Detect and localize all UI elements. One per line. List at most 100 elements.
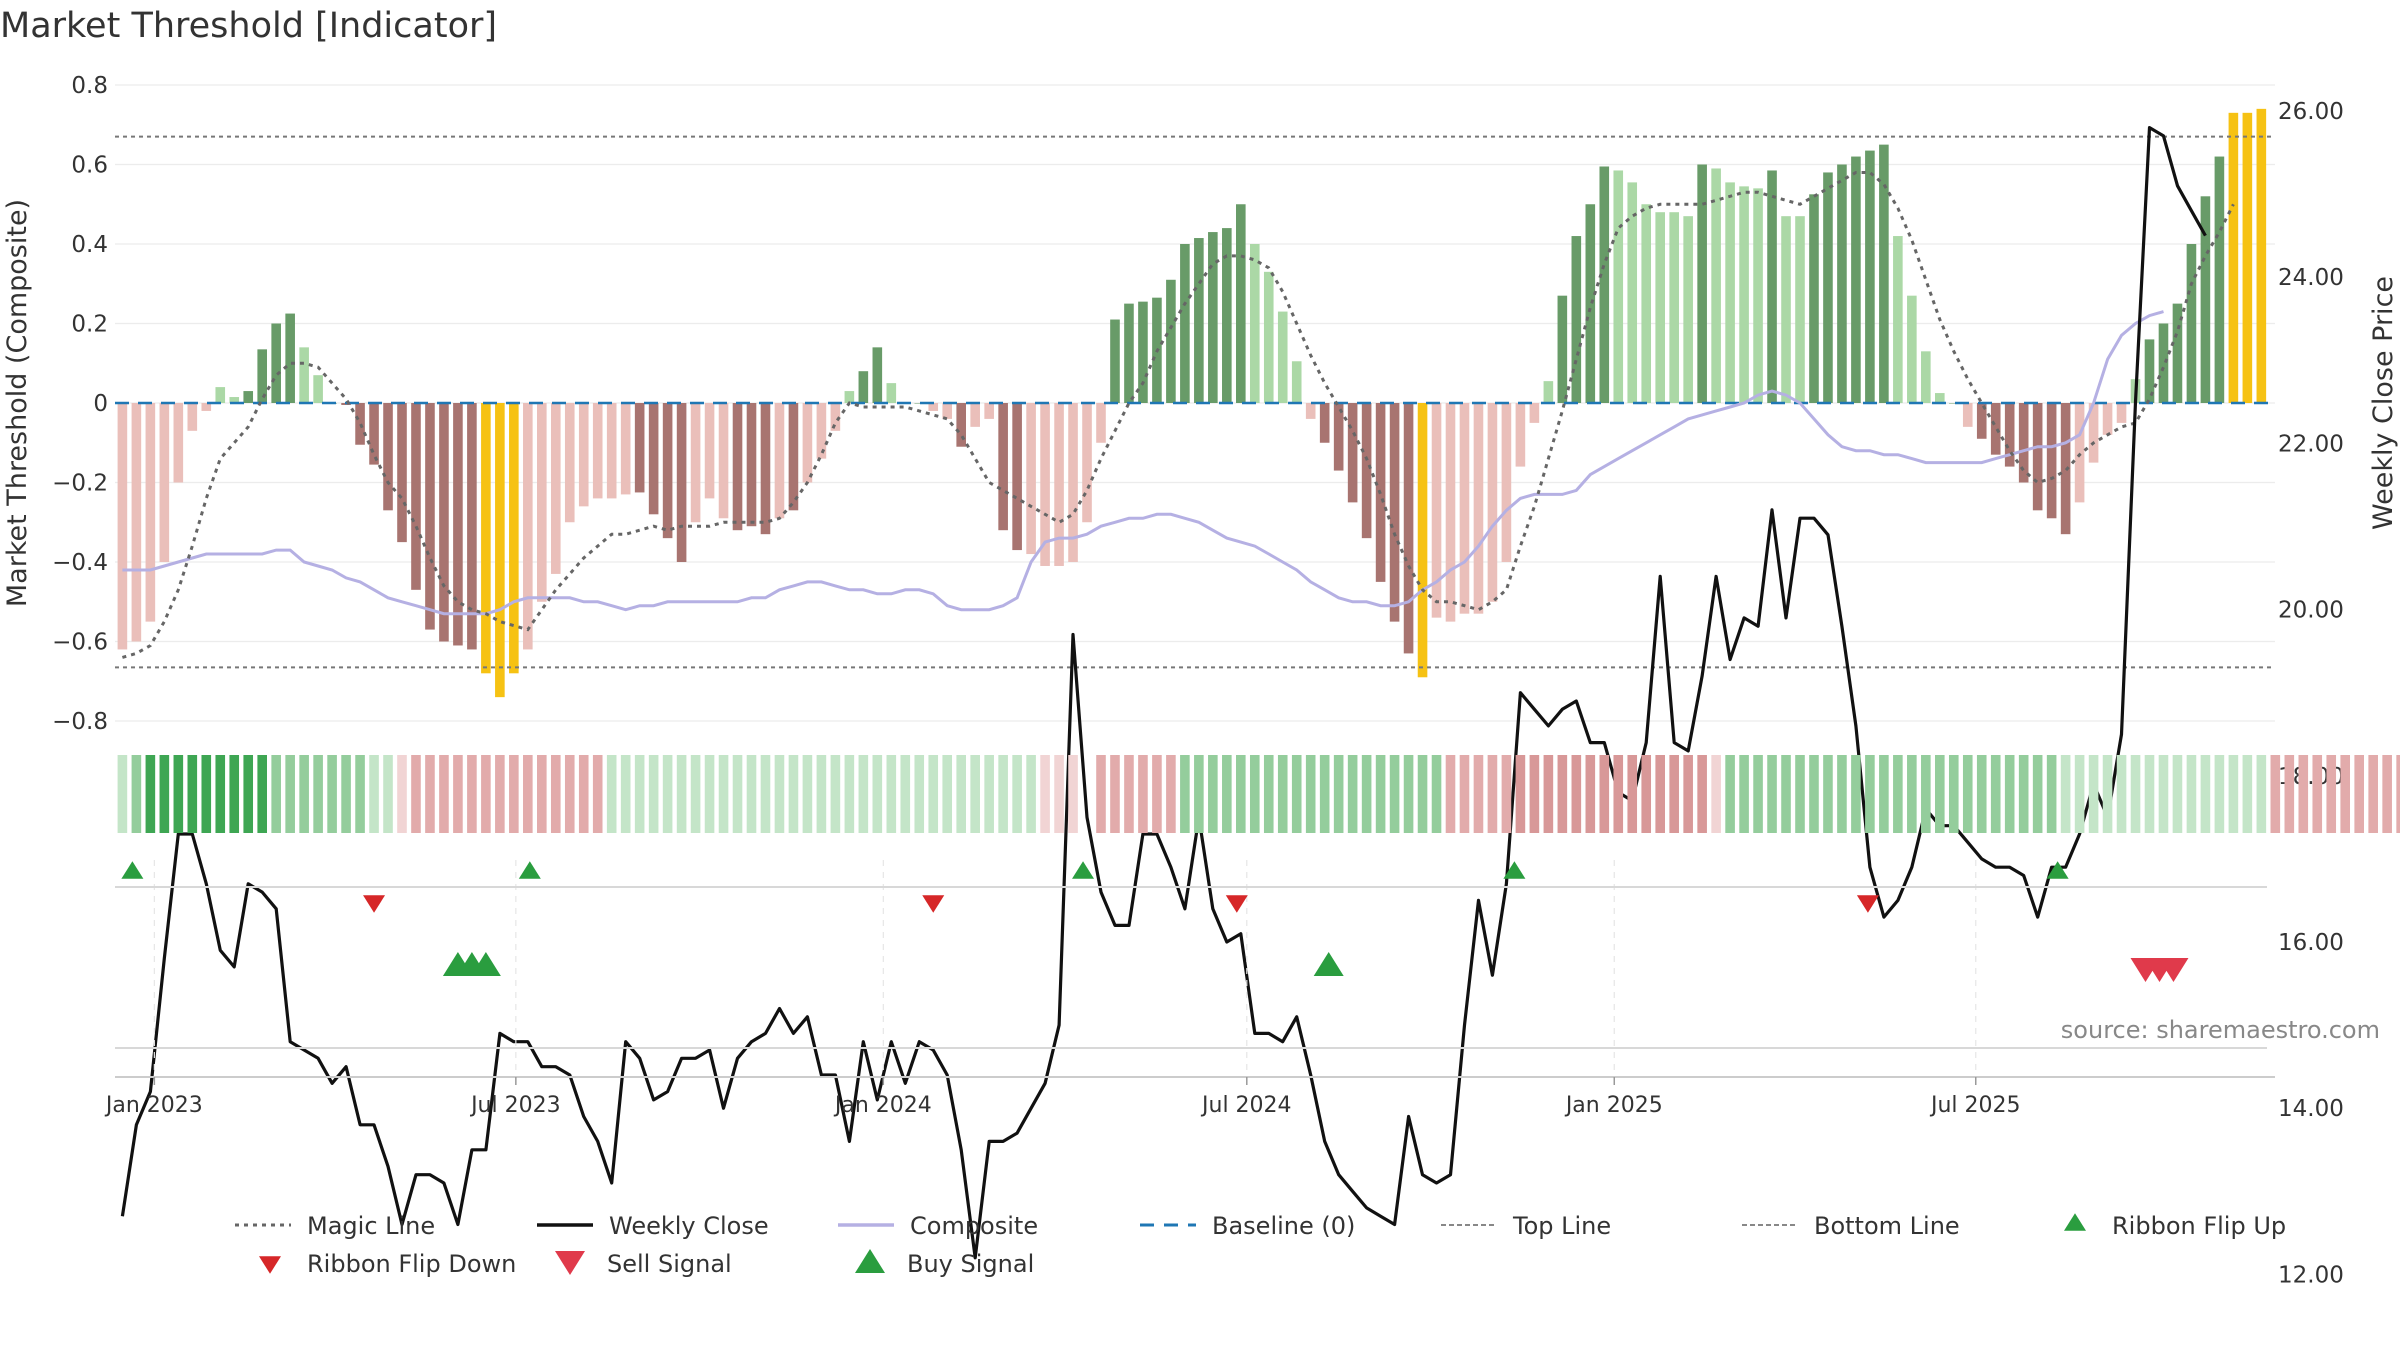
- legend-label: Baseline (0): [1212, 1212, 1355, 1240]
- ribbon-cell: [1375, 755, 1386, 833]
- bar: [718, 403, 729, 519]
- ribbon-cell: [1683, 755, 1693, 833]
- ribbon-cell: [495, 755, 505, 833]
- bar: [774, 403, 785, 519]
- ribbon-cell: [1529, 755, 1540, 833]
- ribbon-flip-down-marker: [1225, 895, 1248, 913]
- ribbon-cell: [201, 755, 212, 833]
- bar: [690, 403, 701, 523]
- bar: [1990, 403, 2001, 455]
- bar: [2158, 323, 2169, 403]
- ribbon-cell: [634, 755, 645, 833]
- legend-label: Ribbon Flip Up: [2112, 1212, 2286, 1240]
- bar: [2116, 403, 2127, 423]
- bar: [523, 403, 533, 650]
- bar: [1571, 236, 1582, 403]
- y-tick-label: −0.2: [52, 471, 108, 497]
- ribbon-cell: [1962, 755, 1973, 833]
- ribbon-cell: [1054, 755, 1064, 833]
- bar: [243, 391, 254, 403]
- bar: [271, 323, 281, 403]
- ribbon-cell: [1026, 755, 1036, 833]
- ribbon-cell: [1473, 755, 1484, 833]
- bar: [1473, 403, 1484, 614]
- legend-label: Weekly Close: [609, 1212, 769, 1240]
- ribbon-cell: [872, 755, 883, 833]
- ribbon-flip-up-marker: [518, 861, 541, 879]
- bar: [201, 403, 212, 411]
- bar: [299, 347, 309, 403]
- bar: [788, 403, 799, 511]
- ribbon-cell: [830, 755, 841, 833]
- ribbon-flip-up-marker: [121, 861, 144, 879]
- ribbon-cell: [285, 755, 295, 833]
- ribbon-cell: [816, 755, 827, 833]
- ribbon-cell: [257, 755, 267, 833]
- bar: [2032, 403, 2043, 511]
- legend-item: Bottom Line: [1742, 1212, 1960, 1240]
- bar: [2046, 403, 2057, 519]
- ribbon-cell: [1655, 755, 1665, 833]
- ribbon-cell: [606, 755, 617, 833]
- y2-tick-label: 24.00: [2278, 265, 2344, 291]
- bar: [257, 349, 267, 403]
- x-tick-label: Jan 2023: [104, 1093, 203, 1118]
- legend-item: Weekly Close: [537, 1212, 769, 1240]
- bar: [1054, 403, 1064, 566]
- bar: [467, 403, 477, 650]
- ribbon-cell: [550, 755, 561, 833]
- bar: [592, 403, 603, 499]
- bar: [844, 391, 855, 403]
- ribbon-cell: [1194, 755, 1204, 833]
- ribbon-cell: [1781, 755, 1791, 833]
- ribbon-cell: [1879, 755, 1889, 833]
- legend-label: Magic Line: [307, 1212, 435, 1240]
- bar: [1166, 279, 1176, 403]
- ribbon-cell: [1166, 755, 1176, 833]
- y2-tick-label: 22.00: [2278, 431, 2344, 457]
- bar: [1739, 186, 1749, 403]
- composite-line: [122, 310, 2164, 616]
- x-tick-label: Jul 2024: [1200, 1093, 1292, 1118]
- bar: [1879, 144, 1889, 403]
- ribbon-cell: [1263, 755, 1274, 833]
- ribbon-cell: [523, 755, 533, 833]
- x-axis: Jan 2023 Jul 2023 Jan 2024 Jul 2024 Jan 2025…: [104, 1077, 2021, 1118]
- legend-label: Sell Signal: [607, 1250, 732, 1278]
- bar: [830, 403, 841, 431]
- magic-line: [121, 171, 2235, 659]
- bar: [1711, 168, 1721, 403]
- ribbon-cell: [425, 755, 435, 833]
- ribbon-cell: [1068, 755, 1078, 833]
- legend-label: Bottom Line: [1814, 1212, 1960, 1240]
- bar: [872, 347, 883, 403]
- legend-label: Ribbon Flip Down: [307, 1250, 516, 1278]
- ribbon-cell: [1948, 755, 1959, 833]
- bar: [2088, 403, 2099, 463]
- ribbon-cell: [1361, 755, 1372, 833]
- ribbon-cell: [1389, 755, 1400, 833]
- bar: [746, 403, 757, 527]
- ribbon-cell: [1865, 755, 1875, 833]
- ribbon-cell: [159, 755, 170, 833]
- y-tick-label: −0.6: [52, 630, 108, 656]
- ribbon-cell: [1431, 755, 1442, 833]
- ribbon-cell: [2200, 755, 2211, 833]
- bar: [858, 371, 869, 403]
- bar: [998, 403, 1008, 531]
- bar: [662, 403, 673, 539]
- ribbon-cell: [1291, 755, 1302, 833]
- bar: [970, 403, 980, 427]
- bar: [1319, 403, 1330, 443]
- signal-lanes: [115, 860, 2275, 1078]
- bar: [1669, 212, 1679, 403]
- ribbon-cell: [1417, 755, 1428, 833]
- legend-label: Top Line: [1512, 1212, 1611, 1240]
- ribbon-cell: [327, 755, 337, 833]
- bar: [2214, 156, 2225, 403]
- ribbon-cell: [900, 755, 911, 833]
- x-tick-label: Jan 2024: [833, 1093, 932, 1118]
- bar: [578, 403, 589, 507]
- ribbon-cell: [1445, 755, 1456, 833]
- bar: [550, 403, 561, 574]
